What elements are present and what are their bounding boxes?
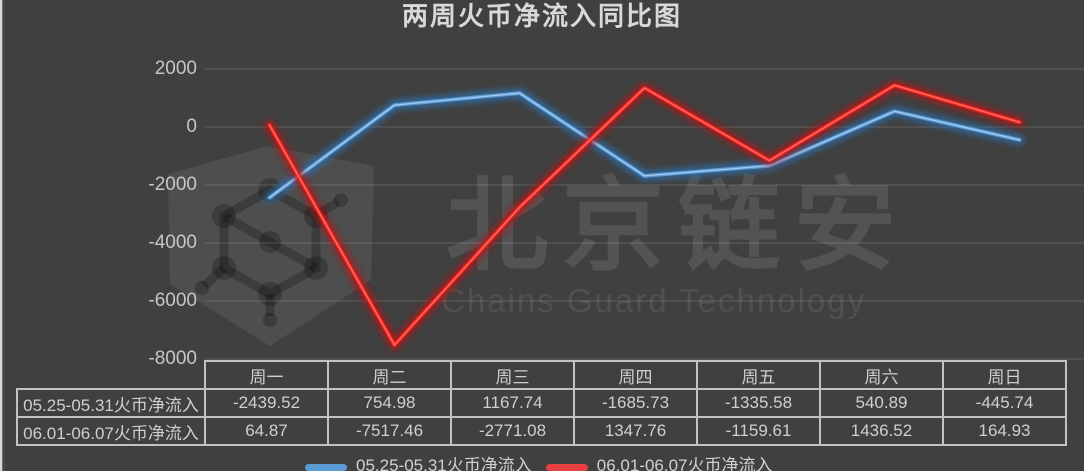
y-axis-tick-label: -2000 — [148, 174, 197, 195]
table-value-cell: 754.98 — [327, 388, 452, 418]
series-line-2-core — [267, 83, 1022, 347]
chart-data-table: 周一 周二 周三 周四 周五 周六 周日 05.25-05.31火币净流入 -2439.52 75… — [16, 360, 1067, 446]
legend-line-swatch-icon — [545, 464, 588, 471]
table-corner-cell — [17, 361, 205, 389]
y-axis-tick-label: -4000 — [148, 232, 197, 253]
table-value-cell: -1159.61 — [696, 416, 821, 446]
table-column-header: 周六 — [819, 360, 944, 390]
watermark-cn-text: 北京链安 — [446, 171, 910, 284]
table-column-header: 周三 — [450, 360, 575, 390]
y-axis-tick-label: -6000 — [148, 290, 197, 311]
y-axis-tick-label: 0 — [186, 116, 197, 137]
table-header-row: 周一 周二 周三 周四 周五 周六 周日 — [17, 360, 1067, 390]
legend-item: 05.25-05.31火币净流入 — [305, 455, 532, 471]
table-row: 05.25-05.31火币净流入 -2439.52 754.98 1167.74 -16… — [16, 388, 1067, 418]
gridlines — [205, 68, 1084, 360]
table-row-label: 05.25-05.31火币净流入 — [16, 388, 206, 418]
y-axis-tick-label: 2000 — [154, 58, 197, 79]
table-value-cell: -1335.58 — [696, 388, 821, 418]
table-value-cell: 540.89 — [819, 388, 944, 418]
table-row-label: 06.01-06.07火币净流入 — [16, 416, 206, 446]
chart-legend: 05.25-05.31火币净流入 06.01-06.07火币净流入 — [305, 455, 773, 471]
table-column-header: 周五 — [696, 360, 821, 390]
table-value-cell: -445.74 — [942, 388, 1067, 418]
table-column-header: 周四 — [573, 360, 698, 390]
table-value-cell: 1347.76 — [573, 416, 698, 446]
table-value-cell: -2439.52 — [204, 388, 329, 418]
table-value-cell: 1167.74 — [450, 388, 575, 418]
y-axis: 2000 0 -2000 -4000 -6000 -8000 — [100, 0, 197, 471]
table-row: 06.01-06.07火币净流入 64.87 -7517.46 -2771.08 134… — [16, 416, 1067, 446]
series-line-2-glow — [264, 80, 1025, 350]
table-value-cell: 164.93 — [942, 416, 1067, 446]
legend-item: 06.01-06.07火币净流入 — [545, 455, 773, 471]
series-line-1-glow — [264, 88, 1025, 203]
table-column-header: 周日 — [942, 360, 1067, 390]
legend-line-swatch-icon — [305, 464, 347, 471]
series-line-2-hi — [268, 84, 1021, 346]
window-edge-strip — [0, 0, 5, 471]
series-lines — [264, 80, 1025, 350]
table-value-cell: -7517.46 — [327, 416, 452, 446]
chart-title: 两周火币净流入同比图 — [401, 2, 682, 31]
watermark-en-text: Chains Guard Technology — [441, 282, 867, 319]
table-column-header: 周一 — [204, 360, 329, 390]
legend-label: 05.25-05.31火币净流入 — [356, 456, 532, 471]
table-value-cell: -2771.08 — [450, 416, 575, 446]
table-value-cell: -1685.73 — [573, 388, 698, 418]
table-value-cell: 64.87 — [204, 416, 329, 446]
y-axis-tick-label: -8000 — [148, 348, 197, 369]
table-value-cell: 1436.52 — [819, 416, 944, 446]
legend-label: 06.01-06.07火币净流入 — [596, 456, 773, 471]
series-line-1-hi — [268, 92, 1021, 199]
table-column-header: 周二 — [327, 360, 452, 390]
